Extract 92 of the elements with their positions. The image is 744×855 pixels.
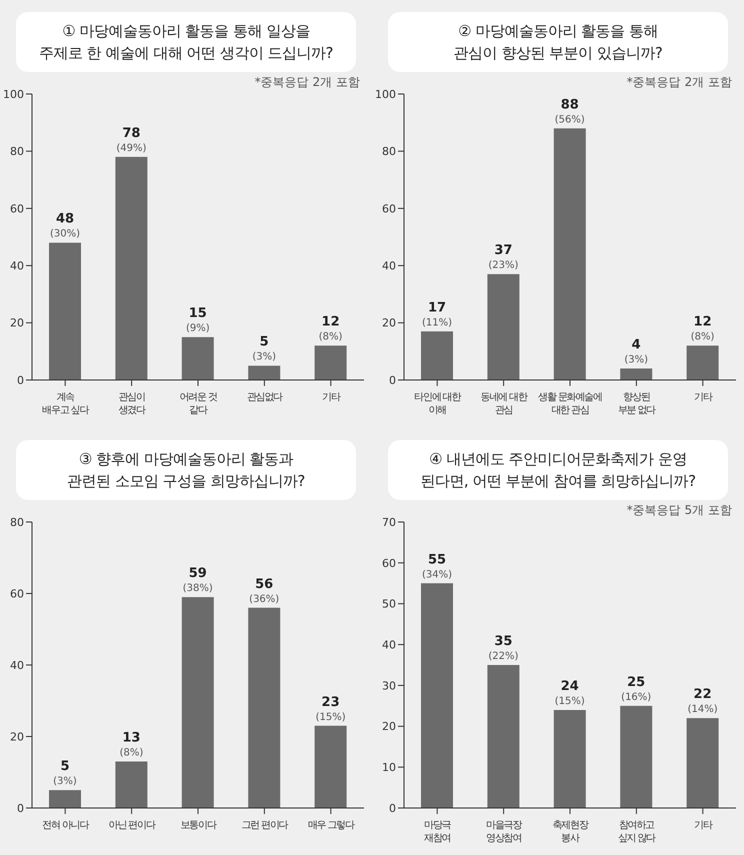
data-label: 17 (11%) — [422, 300, 452, 328]
x-tick-label: 전혀 아니다 — [42, 820, 90, 830]
y-tick-label: 0 — [17, 374, 24, 387]
text: *중복응답 5개 포함 — [626, 502, 732, 518]
bar — [421, 582, 453, 808]
bar — [248, 366, 280, 380]
data-label: 5 (3%) — [53, 758, 77, 787]
data-label: 12 (8%) — [318, 314, 343, 343]
bar — [554, 709, 586, 808]
y-tick-label: 0 — [17, 801, 24, 814]
y-tick-label: 20 — [382, 316, 396, 330]
chart-title: ③ 향후에 마당예술동아리 활동과 관련된 소모임 구성을 희망하십니까? — [66, 448, 306, 492]
bar — [248, 607, 280, 808]
bar — [554, 128, 586, 380]
y-tick-label: 20 — [10, 730, 24, 743]
bar — [49, 242, 81, 380]
y-tick-label: 70 — [382, 515, 396, 528]
data-label: 12 (8%) — [690, 314, 715, 343]
chart-title: ④ 내년에도 주안미디어문화축제가 운영 된다면, 어떤 부분에 참여를 희망하십니까? — [419, 448, 697, 492]
bar — [314, 725, 347, 808]
y-tick-label: 40 — [382, 260, 396, 273]
data-label: 88 (56%) — [554, 97, 585, 126]
y-tick-label: 60 — [10, 586, 24, 600]
data-label: 5 (3%) — [252, 334, 276, 363]
y-tick-label: 60 — [382, 556, 396, 570]
y-tick-label: 40 — [10, 260, 24, 273]
y-tick-label: 60 — [382, 202, 396, 216]
x-tick-label: 기타 — [694, 392, 713, 403]
x-tick-label: 타인에 대한 이해 — [414, 392, 462, 416]
data-label: 15 (9%) — [186, 306, 210, 334]
data-label: 4 (3%) — [624, 338, 648, 366]
x-tick-label: 축제현장 봉사 — [552, 820, 589, 844]
data-label: 48 (30%) — [50, 212, 80, 240]
y-tick-label: 50 — [382, 597, 396, 610]
bar — [115, 156, 148, 380]
x-tick-label: 동네에 대한 관심 — [480, 392, 528, 416]
y-tick-label: 0 — [389, 801, 396, 814]
x-tick-label: 기타 — [694, 820, 713, 830]
x-tick-label: 참여하고 싶지 않다 — [618, 820, 656, 844]
y-tick-label: 40 — [382, 638, 396, 651]
bar — [620, 705, 652, 808]
y-tick-label: 80 — [10, 515, 24, 528]
y-tick-label: 20 — [382, 720, 396, 733]
text: *중복응답 2개 포함 — [626, 74, 732, 91]
data-label: 23 (15%) — [316, 694, 346, 722]
x-tick-label: 관심없다 — [246, 392, 284, 403]
y-tick-label: 80 — [382, 145, 396, 158]
y-tick-label: 10 — [382, 760, 396, 774]
y-tick-label: 0 — [389, 374, 396, 387]
bar — [686, 718, 719, 808]
data-label: 56 (36%) — [249, 576, 280, 604]
chart-title: ② 마당예술동아리 활동을 통해 관심이 향상된 부분이 있습니까? — [452, 21, 664, 64]
y-tick-label: 20 — [10, 316, 24, 330]
bar — [620, 368, 652, 380]
bar — [487, 274, 520, 380]
x-tick-label: 계속 배우고 싶다 — [42, 392, 90, 416]
x-tick-label: 아닌 편이다 — [108, 820, 156, 830]
bar — [686, 346, 719, 380]
x-tick-label: 관심이 생겼다 — [118, 392, 146, 416]
x-tick-label: 기타 — [322, 392, 341, 403]
x-tick-label: 향상된 부분 없다 — [618, 392, 656, 416]
bar — [115, 761, 148, 808]
data-label: 25 (16%) — [621, 674, 652, 702]
bar — [49, 790, 81, 808]
chart-title: ① 마당예술동아리 활동을 통해 일상을 주제로 한 예술에 대해 어떤 생각이 드십니까? — [38, 21, 334, 64]
y-tick-label: 100 — [375, 88, 396, 101]
data-label: 22 (14%) — [688, 686, 718, 715]
bar — [182, 596, 214, 808]
text: *중복응답 2개 포함 — [254, 74, 360, 91]
bar — [487, 664, 520, 808]
data-label: 55 (34%) — [422, 552, 452, 580]
bar — [182, 337, 214, 380]
y-tick-label: 30 — [382, 678, 396, 692]
data-label: 13 (8%) — [120, 730, 144, 758]
y-tick-label: 60 — [10, 202, 24, 216]
x-tick-label: 마당극 재참여 — [424, 820, 452, 844]
bar — [314, 346, 347, 380]
data-label: 37 (23%) — [488, 243, 519, 272]
data-label: 78 (49%) — [116, 126, 147, 154]
bar — [421, 331, 453, 380]
x-tick-label: 보통이다 — [180, 820, 217, 830]
x-tick-label: 생활 문화예술에 대한 관심 — [538, 392, 602, 416]
y-tick-label: 80 — [10, 145, 24, 158]
x-tick-label: 매우 그렇다 — [308, 820, 355, 830]
data-label: 59 (38%) — [182, 566, 213, 594]
x-tick-label: 어려운 것 같다 — [179, 392, 218, 416]
data-label: 24 (15%) — [554, 678, 585, 706]
y-tick-label: 100 — [3, 88, 24, 101]
y-tick-label: 40 — [10, 658, 24, 672]
data-label: 35 (22%) — [488, 634, 519, 662]
x-tick-label: 마을극장 영상참여 — [486, 820, 522, 844]
x-tick-label: 그런 편이다 — [241, 820, 289, 830]
